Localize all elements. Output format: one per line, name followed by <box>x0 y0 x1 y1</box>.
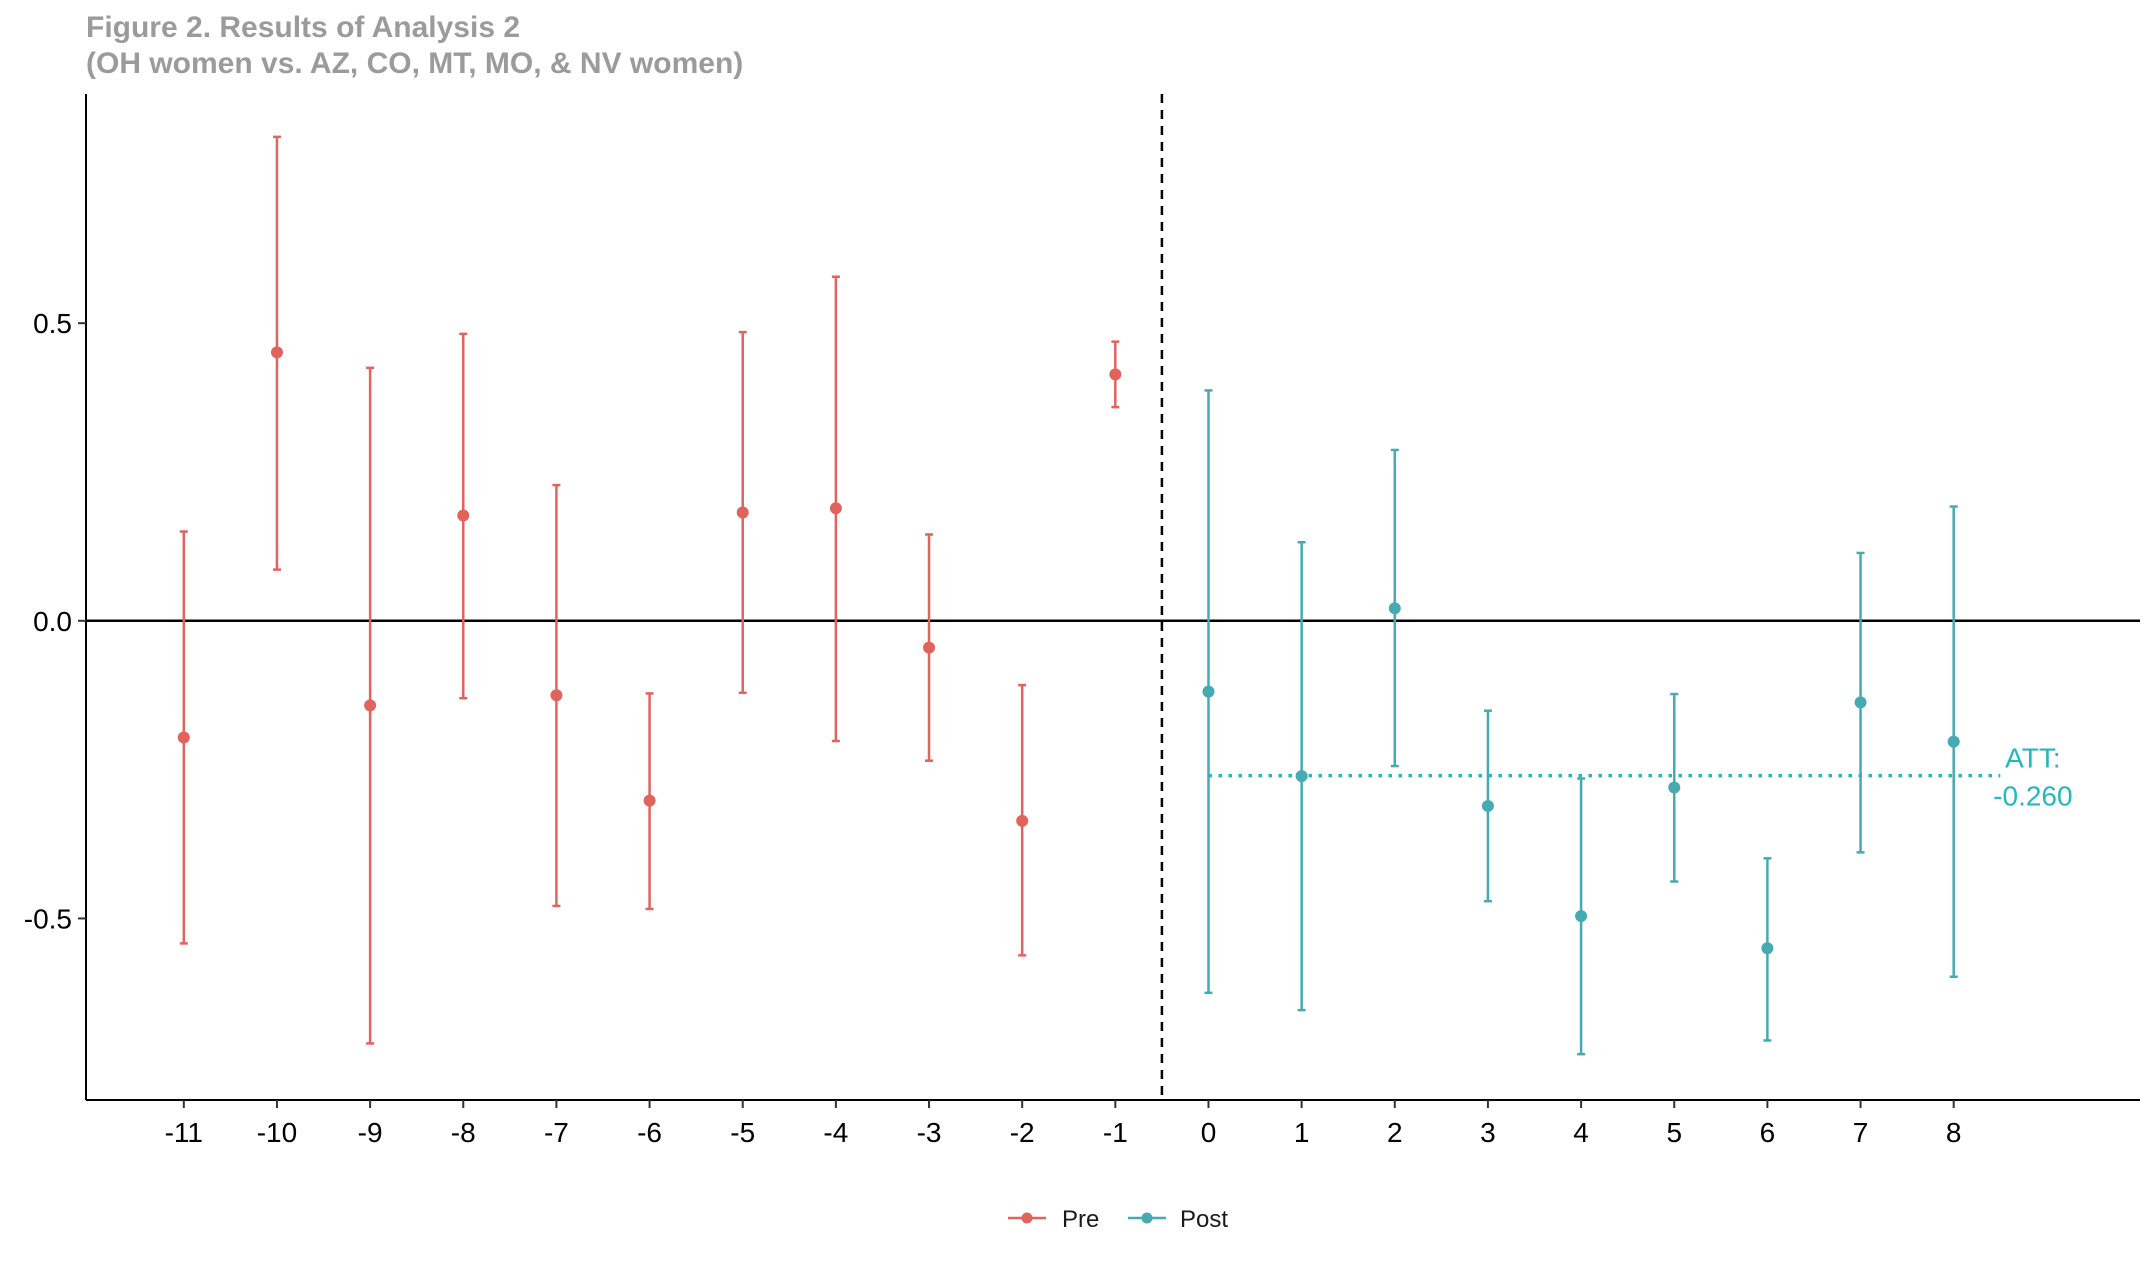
point-post <box>1854 696 1867 709</box>
x-tick-label: -10 <box>257 1117 297 1148</box>
x-tick-label: -5 <box>730 1117 755 1148</box>
y-tick-label: 0.5 <box>33 308 72 339</box>
y-tick-label: 0.0 <box>33 606 72 637</box>
x-tick-label: 3 <box>1480 1117 1496 1148</box>
legend-key-point <box>1141 1212 1153 1224</box>
point-pre <box>736 506 749 519</box>
x-tick-label: 4 <box>1573 1117 1589 1148</box>
point-pre <box>457 509 470 522</box>
chart-subtitle: (OH women vs. AZ, CO, MT, MO, & NV women… <box>86 47 744 80</box>
point-post <box>1947 735 1960 748</box>
point-post <box>1295 770 1308 783</box>
x-tick-label: 1 <box>1294 1117 1310 1148</box>
x-tick-label: -7 <box>544 1117 569 1148</box>
legend-label-post: Post <box>1180 1206 1228 1233</box>
x-tick-label: -11 <box>165 1117 203 1148</box>
x-tick-label: 7 <box>1853 1117 1869 1148</box>
x-tick-label: -4 <box>823 1117 848 1148</box>
point-post <box>1202 685 1215 698</box>
x-tick-label: 8 <box>1946 1117 1962 1148</box>
chart-title: Figure 2. Results of Analysis 2 <box>86 11 521 44</box>
legend-label-pre: Pre <box>1062 1206 1099 1233</box>
point-post <box>1388 602 1401 615</box>
axes: -0.50.00.5-11 -10 -9 -8 -7 -6 -5 -4 -3 -2 -1 0 1 2 3 4 5… <box>24 94 2140 1148</box>
point-pre <box>643 794 656 807</box>
point-pre <box>177 731 190 744</box>
point-pre <box>829 502 842 515</box>
x-tick-label: -3 <box>917 1117 942 1148</box>
x-tick-label: -8 <box>451 1117 476 1148</box>
x-tick-label: -2 <box>1010 1117 1035 1148</box>
x-tick-label: 2 <box>1387 1117 1403 1148</box>
att-label-value: -0.260 <box>1993 781 2072 812</box>
x-tick-label: -6 <box>637 1117 662 1148</box>
x-tick-label: 6 <box>1760 1117 1776 1148</box>
point-post <box>1575 910 1588 923</box>
x-tick-label: -9 <box>358 1117 383 1148</box>
x-tick-label: 0 <box>1201 1117 1217 1148</box>
point-post <box>1761 942 1774 955</box>
point-pre <box>550 689 563 702</box>
point-pre <box>270 346 283 359</box>
point-post <box>1668 781 1681 794</box>
x-tick-label: 5 <box>1666 1117 1682 1148</box>
point-pre <box>1109 368 1122 381</box>
y-tick-label: -0.5 <box>24 903 72 934</box>
legend-key-point <box>1021 1212 1033 1224</box>
chart-title-block: Figure 2. Results of Analysis 2 (OH wome… <box>86 10 743 82</box>
plot-area: ATT: -0.260 <box>86 94 2140 1100</box>
att-label-title: ATT: <box>2005 743 2060 774</box>
point-pre <box>923 641 936 654</box>
point-pre <box>1016 814 1029 827</box>
legend: Pre Post <box>1008 1206 1228 1233</box>
point-post <box>1481 799 1494 812</box>
x-tick-label: -1 <box>1103 1117 1128 1148</box>
point-pre <box>364 699 377 712</box>
